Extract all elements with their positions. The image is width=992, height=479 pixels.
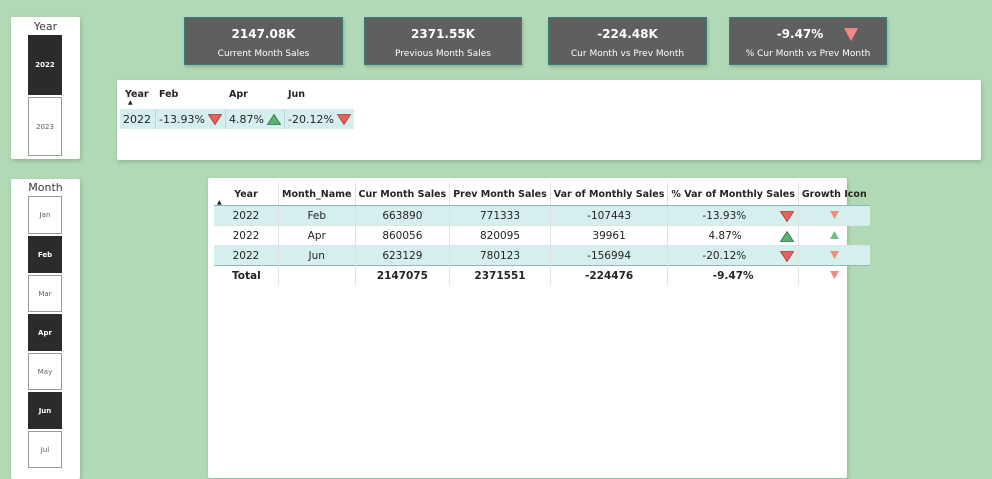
cell-var: -107443 (550, 205, 669, 226)
matrix-cell-feb: -13.93% (155, 109, 225, 129)
kpi-value: -224.48K (597, 27, 658, 41)
kpi-cur-vs-prev-month: -224.48K Cur Month vs Prev Month (548, 17, 707, 65)
cell-cur-sales: 663890 (355, 205, 451, 226)
matrix-cell-year: 2022 (120, 109, 155, 129)
month-option-feb[interactable]: Feb (28, 236, 62, 273)
cell-pct-var: -13.93% (667, 205, 799, 226)
col-header-var-monthly-sales[interactable]: Var of Monthly Sales (550, 183, 669, 206)
down-triangle-icon (779, 250, 794, 262)
cell-month: Feb (278, 205, 356, 226)
up-triangle-icon (779, 230, 794, 242)
matrix-cell-apr: 4.87% (225, 109, 284, 129)
cell-total-cur-sales: 2147075 (355, 265, 451, 285)
cell-year: 2022 (214, 205, 279, 226)
matrix-header-year[interactable]: Year (125, 89, 149, 100)
cell-prev-sales: 780123 (449, 245, 551, 266)
cell-growth-icon (798, 225, 870, 246)
kpi-label: % Cur Month vs Prev Month (745, 49, 871, 59)
cell-pct-value: -13.93% (702, 209, 747, 222)
year-slicer: Year 2022 2023 (11, 17, 80, 159)
down-triangle-icon (844, 28, 858, 41)
kpi-pct-cur-vs-prev-month: -9.47% % Cur Month vs Prev Month (729, 17, 887, 65)
year-slicer-title: Year (33, 20, 58, 33)
down-triangle-icon (829, 210, 839, 219)
kpi-value: -9.47% (722, 27, 878, 41)
cell-total-var: -224476 (550, 265, 669, 285)
table-row: 2022 Apr 860056 820095 39961 4.87% (214, 225, 870, 246)
kpi-label: Previous Month Sales (395, 49, 491, 59)
month-option-jan[interactable]: Jan (28, 196, 62, 234)
col-header-month-name[interactable]: Month_Name (278, 183, 356, 206)
up-triangle-icon (829, 230, 839, 239)
table-total-row: Total 2147075 2371551 -224476 -9.47% (214, 265, 870, 285)
down-triangle-icon (829, 250, 839, 259)
kpi-label: Current Month Sales (217, 49, 310, 59)
matrix-value-feb: -13.93% (159, 112, 205, 126)
down-triangle-icon (829, 270, 839, 279)
month-option-apr[interactable]: Apr (28, 314, 62, 351)
matrix-header-feb[interactable]: Feb (159, 89, 179, 100)
month-slicer: Month Jan Feb Mar Apr May Jun Jul (11, 179, 80, 479)
cell-pct-var: -20.12% (667, 245, 799, 266)
month-option-may[interactable]: May (28, 353, 62, 390)
col-header-prev-month-sales[interactable]: Prev Month Sales (449, 183, 551, 206)
cell-total-pct-var: -9.47% (667, 265, 799, 285)
matrix-value-jun: -20.12% (288, 112, 334, 126)
cell-var: -156994 (550, 245, 669, 266)
year-option-2022[interactable]: 2022 (28, 35, 62, 95)
kpi-label: Cur Month vs Prev Month (570, 49, 685, 59)
col-header-year[interactable]: Year (214, 183, 279, 206)
cell-cur-sales: 623129 (355, 245, 451, 266)
cell-pct-var: 4.87% (667, 225, 799, 246)
kpi-pct-value: -9.47% (776, 27, 824, 41)
cell-pct-value: 4.87% (708, 229, 742, 242)
col-header-growth-icon[interactable]: Growth Icon (798, 183, 870, 206)
cell-total-label: Total (214, 265, 279, 285)
cell-prev-sales: 771333 (449, 205, 551, 226)
month-option-mar[interactable]: Mar (28, 275, 62, 312)
matrix-value-apr: 4.87% (229, 112, 264, 126)
up-triangle-icon (266, 113, 281, 125)
kpi-current-month-sales: 2147.08K Current Month Sales (184, 17, 343, 65)
down-triangle-icon (779, 210, 794, 222)
cell-prev-sales: 820095 (449, 225, 551, 246)
cell-month: Apr (278, 225, 356, 246)
table-row: 2022 Feb 663890 771333 -107443 -13.93% (214, 205, 870, 226)
cell-growth-icon (798, 245, 870, 266)
kpi-value: 2371.55K (411, 27, 475, 41)
col-header-cur-month-sales[interactable]: Cur Month Sales (355, 183, 451, 206)
kpi-value: 2147.08K (231, 27, 296, 41)
matrix-year-value: 2022 (123, 112, 151, 126)
cell-var: 39961 (550, 225, 669, 246)
month-option-jun[interactable]: Jun (28, 392, 62, 429)
monthly-growth-matrix: Year ▲ Feb Apr Jun 2022 -13.93% 4.87% -2… (117, 80, 981, 160)
col-header-pct-var-monthly-sales[interactable]: % Var of Monthly Sales (667, 183, 799, 206)
matrix-header-apr[interactable]: Apr (229, 89, 248, 100)
month-slicer-title: Month (28, 181, 63, 194)
cell-growth-icon (798, 205, 870, 226)
table-row: 2022 Jun 623129 780123 -156994 -20.12% (214, 245, 870, 266)
down-triangle-icon (336, 113, 351, 125)
kpi-previous-month-sales: 2371.55K Previous Month Sales (364, 17, 522, 65)
cell-pct-value: -20.12% (702, 249, 747, 262)
matrix-cell-jun: -20.12% (284, 109, 354, 129)
cell-year: 2022 (214, 225, 279, 246)
month-option-jul[interactable]: Jul (28, 431, 62, 468)
cell-month: Jun (278, 245, 356, 266)
sort-ascending-icon: ▲ (128, 99, 133, 106)
down-triangle-icon (207, 113, 222, 125)
cell-year: 2022 (214, 245, 279, 266)
cell-total-month (278, 265, 356, 285)
monthly-sales-table: Year Month_Name Cur Month Sales Prev Mon… (214, 183, 870, 285)
matrix-header-jun[interactable]: Jun (288, 89, 306, 100)
cell-total-prev-sales: 2371551 (449, 265, 551, 285)
cell-cur-sales: 860056 (355, 225, 451, 246)
year-option-2023[interactable]: 2023 (28, 97, 62, 156)
cell-total-growth-icon (798, 265, 870, 285)
